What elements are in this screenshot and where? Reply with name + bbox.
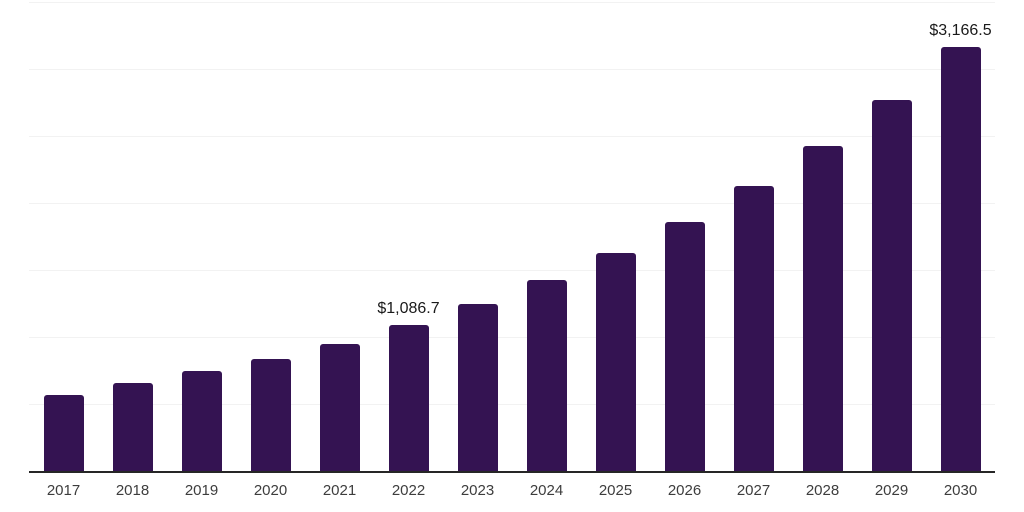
x-tick-label-2021: 2021 — [322, 482, 357, 499]
x-axis-line — [29, 471, 995, 473]
bar-2027 — [733, 186, 774, 471]
gridline-500 — [29, 403, 995, 405]
x-tick-label-2024: 2024 — [529, 482, 564, 499]
gridline-3500 — [29, 1, 995, 3]
bar-value-label-2022: $1,086.7 — [377, 300, 440, 318]
gridline-1000 — [29, 336, 995, 338]
bar-2021 — [319, 343, 360, 471]
x-axis-labels: 2017 2018 2019 2020 2021 2022 2023 2024 2025 2026… — [29, 482, 995, 500]
bar-2029 — [871, 99, 912, 471]
bar-2030 — [940, 46, 981, 471]
bar-2018 — [112, 383, 153, 471]
x-tick-label-2019: 2019 — [184, 482, 219, 499]
x-tick-label-2023: 2023 — [460, 482, 495, 499]
x-tick-label-2020: 2020 — [253, 482, 288, 499]
x-tick-label-2030: 2030 — [943, 482, 978, 499]
bar-2028 — [802, 146, 843, 471]
gridline-1500 — [29, 269, 995, 271]
gridline-2000 — [29, 202, 995, 204]
x-tick-label-2018: 2018 — [115, 482, 150, 499]
gridline-3000 — [29, 68, 995, 70]
plot-area: $1,086.7 $3,166.5 — [29, 1, 995, 473]
x-tick-label-2025: 2025 — [598, 482, 633, 499]
bar-2019 — [181, 371, 222, 471]
bar-2020 — [250, 359, 291, 471]
bar-2023 — [457, 304, 498, 471]
bar-value-label-2030: $3,166.5 — [929, 21, 992, 39]
x-tick-label-2017: 2017 — [46, 482, 81, 499]
bar-2017 — [43, 395, 84, 471]
x-tick-label-2029: 2029 — [874, 482, 909, 499]
bar-2022 — [388, 325, 429, 471]
x-tick-label-2027: 2027 — [736, 482, 771, 499]
bar-2026 — [664, 222, 705, 471]
x-tick-label-2022: 2022 — [391, 482, 426, 499]
x-tick-label-2028: 2028 — [805, 482, 840, 499]
gridline-2500 — [29, 135, 995, 137]
bar-2025 — [595, 252, 636, 471]
x-tick-label-2026: 2026 — [667, 482, 702, 499]
bar-2024 — [526, 280, 567, 471]
